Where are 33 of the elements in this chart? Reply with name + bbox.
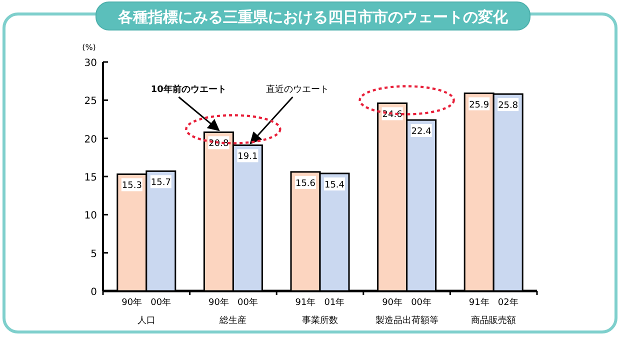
data-label: 25.8	[498, 101, 518, 112]
data-label: 15.7	[150, 178, 171, 188]
data-label: 22.4	[411, 127, 432, 138]
x-tick-label: 人口	[137, 315, 156, 326]
y-tick-label: 5	[90, 248, 97, 260]
y-tick-label: 15	[84, 172, 97, 184]
data-label: 15.6	[295, 178, 316, 189]
y-tick-label: 30	[84, 58, 97, 69]
text: 00年	[150, 297, 172, 308]
text: 90年	[122, 297, 142, 308]
data-label: 25.9	[469, 100, 490, 110]
x-tick-label: 事業所数	[302, 315, 338, 326]
x-tick-label: 商品販売額	[471, 315, 516, 326]
y-tick-label: 25	[84, 96, 97, 108]
text: 00年	[411, 297, 432, 308]
chart-title: 各種指標にみる三重県における四日市市のウェートの変化	[117, 8, 509, 26]
text: 91年	[468, 297, 490, 308]
x-tick-label: 総生産	[218, 315, 247, 326]
y-tick-label: 10	[84, 210, 97, 222]
data-label: 15.3	[122, 181, 142, 192]
text: 02年	[498, 297, 518, 308]
text: 01年	[324, 297, 345, 308]
y-tick-label: 20	[84, 134, 97, 146]
data-label: 15.4	[324, 180, 345, 190]
data-label: 19.1	[238, 152, 258, 162]
y-axis-title: (%)	[82, 43, 96, 52]
text: 90年	[208, 297, 229, 308]
data-label: 20.8	[208, 139, 229, 150]
text: 90年	[382, 297, 403, 308]
y-tick-label: 0	[90, 287, 97, 298]
text: 91年	[295, 297, 316, 308]
text: 00年	[237, 297, 258, 308]
x-tick-label: 製造品出荷額等	[375, 315, 438, 326]
